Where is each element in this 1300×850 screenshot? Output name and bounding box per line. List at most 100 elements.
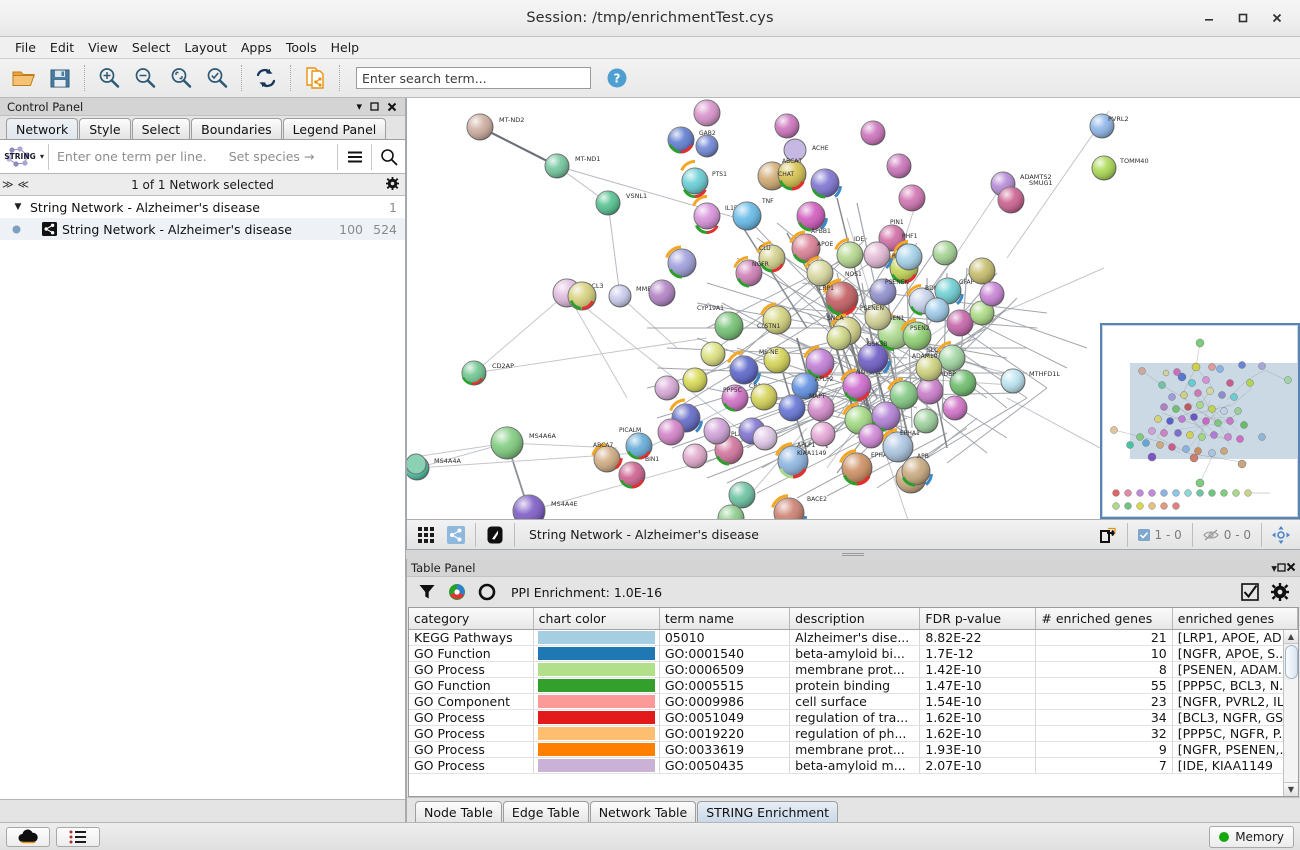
string-species-caret-icon[interactable]: ▾ bbox=[40, 152, 45, 161]
menu-edit[interactable]: Edit bbox=[49, 40, 75, 55]
memory-status-button[interactable]: Memory bbox=[1209, 825, 1294, 848]
tab-select[interactable]: Select bbox=[131, 118, 191, 139]
tab-style[interactable]: Style bbox=[79, 118, 131, 139]
open-session-icon[interactable] bbox=[6, 61, 42, 95]
close-button[interactable] bbox=[1260, 4, 1294, 32]
tab-node-table[interactable]: Node Table bbox=[415, 801, 502, 822]
zoom-out-icon[interactable] bbox=[127, 61, 163, 95]
annotation-icon[interactable] bbox=[480, 522, 510, 548]
menu-select[interactable]: Select bbox=[131, 40, 171, 55]
table-row[interactable]: KEGG Pathways 05010 Alzheimer's dise... 8.8… bbox=[409, 629, 1298, 646]
tab-legend-panel[interactable]: Legend Panel bbox=[282, 118, 387, 139]
cell-description: membrane prot... bbox=[789, 741, 921, 758]
select-all-checkbox-icon[interactable] bbox=[1236, 579, 1264, 605]
menu-view[interactable]: View bbox=[88, 40, 118, 55]
tab-string-enrichment[interactable]: STRING Enrichment bbox=[697, 801, 839, 822]
table-row[interactable]: GO Function GO:0005515 protein binding 1.47… bbox=[409, 677, 1298, 694]
svg-text:TARDBP: TARDBP bbox=[931, 371, 956, 378]
refresh-icon[interactable] bbox=[248, 61, 284, 95]
menu-tools[interactable]: Tools bbox=[285, 40, 317, 55]
table-row[interactable]: GO Process GO:0050435 beta-amyloid m... 2.0… bbox=[409, 757, 1298, 774]
share-network-icon[interactable] bbox=[297, 61, 333, 95]
scrollbar-track[interactable] bbox=[1283, 680, 1298, 782]
cell-term: GO:0006509 bbox=[659, 661, 791, 678]
tree-row[interactable]: ▼ String Network - Alzheimer's disease 1 bbox=[0, 196, 405, 218]
svg-text:GFAP: GFAP bbox=[959, 279, 975, 286]
network-graph[interactable]: MT-ND2 MT-ND1 VSNL1 bbox=[407, 98, 1295, 519]
fit-selected-icon[interactable] bbox=[163, 61, 199, 95]
expand-triangle-icon[interactable]: ▼ bbox=[14, 202, 22, 212]
table-row[interactable]: GO Process GO:0019220 regulation of ph... 1… bbox=[409, 725, 1298, 742]
tree-row[interactable]: String Network - Alzheimer's disease 100… bbox=[0, 218, 405, 240]
table-row[interactable]: GO Component GO:0009986 cell surface 1.54E-… bbox=[409, 693, 1298, 710]
scrollbar-thumb[interactable] bbox=[1284, 645, 1298, 679]
network-selection-label: 1 of 1 Network selected bbox=[131, 177, 274, 192]
cell-fdr: 1.93E-10 bbox=[919, 741, 1037, 758]
string-query-input[interactable]: Enter one term per line. Set species → bbox=[49, 141, 337, 173]
network-view-icon[interactable] bbox=[441, 522, 471, 548]
menu-file[interactable]: File bbox=[15, 40, 36, 55]
tab-network-table[interactable]: Network Table bbox=[589, 801, 697, 822]
maximize-button[interactable] bbox=[1226, 4, 1260, 32]
tab-network[interactable]: Network bbox=[6, 118, 79, 139]
filter-icon[interactable] bbox=[413, 579, 441, 605]
collapse-all-icon[interactable]: ≫ bbox=[2, 178, 14, 191]
hamburger-menu-icon[interactable] bbox=[338, 141, 371, 173]
main-toolbar: Enter search term... ? bbox=[0, 59, 1300, 98]
float-panel-icon[interactable] bbox=[366, 102, 383, 111]
pan-tool-icon[interactable] bbox=[1266, 522, 1296, 548]
table-panel-toolbar: PPI Enrichment: 1.0E-16 bbox=[407, 577, 1300, 607]
cloud-status-icon[interactable] bbox=[6, 826, 50, 847]
minimize-button[interactable] bbox=[1192, 4, 1226, 32]
column-header-enriched-genes[interactable]: enriched genes bbox=[1172, 608, 1298, 630]
task-list-icon[interactable] bbox=[56, 826, 100, 847]
svg-text:PICALM: PICALM bbox=[619, 427, 641, 434]
table-vertical-scrollbar[interactable]: ▲ ▼ bbox=[1283, 630, 1298, 796]
menu-apps[interactable]: Apps bbox=[240, 40, 272, 55]
column-header-fdr-pvalue[interactable]: FDR p-value bbox=[919, 608, 1037, 630]
float-panel-icon[interactable] bbox=[1277, 561, 1286, 575]
search-input[interactable]: Enter search term... bbox=[356, 67, 591, 89]
chevron-down-icon[interactable]: ▾ bbox=[356, 100, 362, 113]
close-panel-icon[interactable] bbox=[1286, 561, 1296, 575]
grid-layout-icon[interactable] bbox=[411, 522, 441, 548]
panel-splitter[interactable] bbox=[406, 550, 1300, 559]
gear-icon[interactable] bbox=[1266, 579, 1294, 605]
gear-icon[interactable] bbox=[386, 176, 405, 193]
column-header-category[interactable]: category bbox=[409, 608, 534, 630]
chart-color-icon[interactable] bbox=[443, 579, 471, 605]
donut-chart-icon[interactable] bbox=[473, 579, 501, 605]
export-view-icon[interactable] bbox=[1093, 522, 1123, 548]
column-header-term-name[interactable]: term name bbox=[659, 608, 791, 630]
tab-boundaries[interactable]: Boundaries bbox=[191, 118, 282, 139]
svg-text:PSENEN: PSENEN bbox=[860, 305, 884, 312]
save-session-icon[interactable] bbox=[42, 61, 78, 95]
table-row[interactable]: GO Function GO:0001540 beta-amyloid bi... 1… bbox=[409, 645, 1298, 662]
network-share-icon bbox=[40, 222, 58, 237]
chevron-down-icon[interactable]: ▾ bbox=[1271, 560, 1277, 575]
menu-layout[interactable]: Layout bbox=[184, 40, 227, 55]
column-header-enriched-gene-count[interactable]: # enriched genes bbox=[1035, 608, 1173, 630]
help-icon[interactable]: ? bbox=[605, 66, 629, 90]
table-row[interactable]: GO Process GO:0033619 membrane prot... 1.93… bbox=[409, 741, 1298, 758]
search-icon[interactable] bbox=[372, 141, 405, 173]
column-header-description[interactable]: description bbox=[789, 608, 921, 630]
zoom-in-icon[interactable] bbox=[91, 61, 127, 95]
birds-eye-view[interactable] bbox=[1100, 323, 1300, 519]
column-header-chart-color[interactable]: chart color bbox=[533, 608, 660, 630]
set-species-label[interactable]: Set species → bbox=[228, 149, 315, 164]
selection-dot-icon bbox=[8, 225, 24, 234]
close-panel-icon[interactable] bbox=[383, 102, 401, 112]
table-row[interactable]: GO Process GO:0006509 membrane prot... 1.42… bbox=[409, 661, 1298, 678]
network-canvas[interactable]: MT-ND2 MT-ND1 VSNL1 bbox=[407, 98, 1300, 519]
tab-edge-table[interactable]: Edge Table bbox=[502, 801, 589, 822]
expand-all-icon[interactable]: ≪ bbox=[17, 178, 30, 191]
scroll-up-arrow-icon[interactable]: ▲ bbox=[1283, 630, 1298, 644]
scroll-down-arrow-icon[interactable]: ▼ bbox=[1283, 782, 1298, 796]
table-row[interactable]: GO Process GO:0051049 regulation of tra...… bbox=[409, 709, 1298, 726]
hidden-nodes-count: 0 - 0 bbox=[1223, 527, 1251, 542]
menu-help[interactable]: Help bbox=[330, 40, 360, 55]
string-logo-icon[interactable]: STRING bbox=[0, 141, 40, 173]
fit-network-icon[interactable] bbox=[199, 61, 235, 95]
svg-text:PLAU: PLAU bbox=[731, 431, 747, 438]
